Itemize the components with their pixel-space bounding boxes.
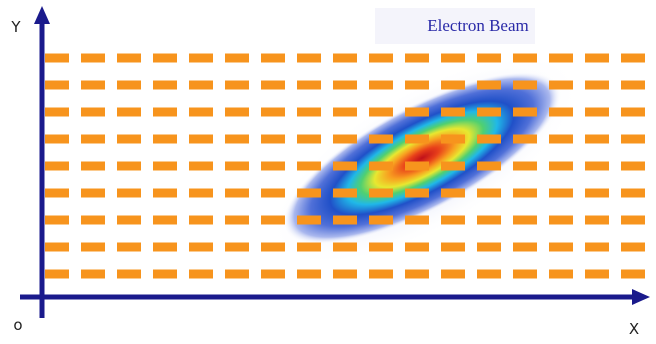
- diagram: Electron Beam Y o X: [0, 0, 656, 344]
- y-axis-label: Y: [10, 18, 21, 36]
- title: Electron Beam: [427, 16, 529, 35]
- origin-label: o: [13, 316, 22, 334]
- x-axis-label: X: [629, 320, 639, 338]
